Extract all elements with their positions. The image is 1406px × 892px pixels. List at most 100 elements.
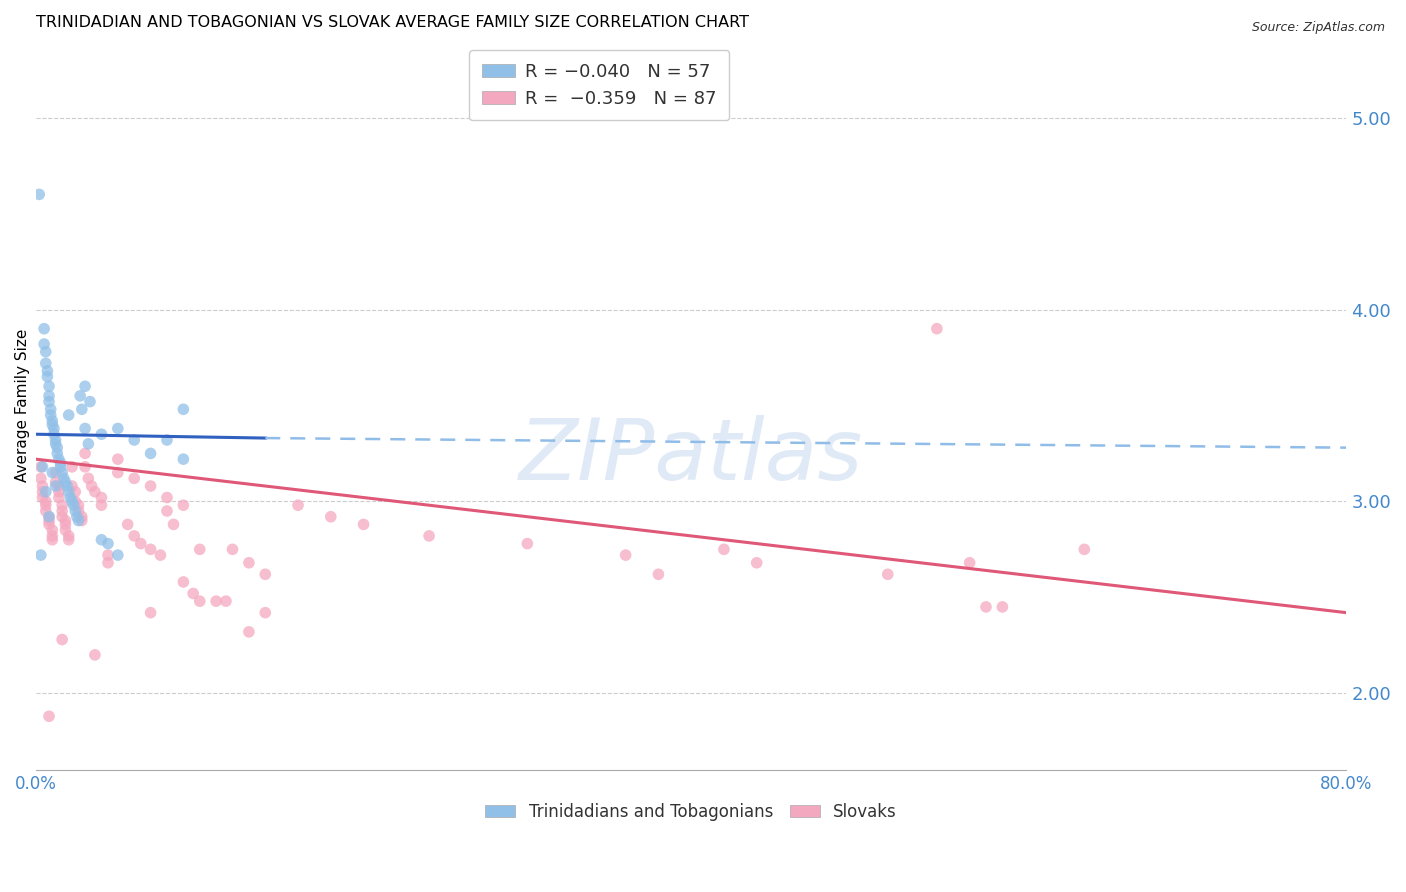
Point: [59, 491, 82, 505]
Point: [38, 509, 60, 524]
Point: [181, 586, 204, 600]
Point: [37, 364, 59, 378]
Point: [38, 394, 60, 409]
Point: [46, 446, 69, 460]
Point: [55, 514, 77, 528]
Point: [38, 709, 60, 723]
Point: [65, 504, 87, 518]
Point: [80, 479, 103, 493]
Point: [353, 517, 375, 532]
Point: [84, 484, 107, 499]
Point: [30, 459, 52, 474]
Point: [38, 379, 60, 393]
Point: [37, 369, 59, 384]
Point: [51, 632, 73, 647]
Point: [32, 321, 55, 335]
Point: [42, 421, 65, 435]
Point: [149, 548, 172, 562]
Text: ZIPatlas: ZIPatlas: [519, 415, 863, 498]
Legend: Trinidadians and Tobagonians, Slovaks: Trinidadians and Tobagonians, Slovaks: [479, 796, 904, 827]
Point: [156, 491, 179, 505]
Point: [90, 533, 112, 547]
Point: [77, 471, 100, 485]
Point: [215, 594, 238, 608]
Point: [41, 414, 63, 428]
Point: [51, 509, 73, 524]
Point: [172, 574, 194, 589]
Point: [38, 389, 60, 403]
Point: [62, 498, 84, 512]
Point: [97, 556, 120, 570]
Point: [48, 479, 70, 493]
Point: [287, 498, 309, 512]
Point: [45, 479, 67, 493]
Point: [139, 606, 162, 620]
Point: [129, 536, 152, 550]
Point: [55, 523, 77, 537]
Text: TRINIDADIAN AND TOBAGONIAN VS SLOVAK AVERAGE FAMILY SIZE CORRELATION CHART: TRINIDADIAN AND TOBAGONIAN VS SLOVAK AVE…: [37, 15, 749, 30]
Point: [107, 548, 129, 562]
Point: [60, 494, 83, 508]
Point: [254, 606, 277, 620]
Point: [75, 421, 97, 435]
Point: [65, 494, 87, 508]
Point: [713, 542, 735, 557]
Point: [30, 548, 52, 562]
Point: [67, 504, 90, 518]
Point: [974, 599, 997, 614]
Point: [38, 514, 60, 528]
Point: [67, 514, 90, 528]
Point: [31, 479, 53, 493]
Point: [48, 491, 70, 505]
Point: [122, 471, 145, 485]
Point: [58, 529, 80, 543]
Point: [122, 433, 145, 447]
Point: [51, 498, 73, 512]
Point: [90, 491, 112, 505]
Point: [205, 594, 228, 608]
Point: [35, 498, 58, 512]
Point: [48, 452, 70, 467]
Point: [35, 484, 58, 499]
Point: [67, 498, 90, 512]
Point: [70, 402, 93, 417]
Point: [45, 437, 67, 451]
Point: [75, 446, 97, 460]
Point: [221, 542, 243, 557]
Point: [70, 509, 93, 524]
Point: [32, 337, 55, 351]
Point: [745, 556, 768, 570]
Point: [79, 394, 101, 409]
Point: [41, 529, 63, 543]
Point: [614, 548, 637, 562]
Point: [45, 466, 67, 480]
Point: [238, 624, 260, 639]
Point: [254, 567, 277, 582]
Point: [418, 529, 440, 543]
Y-axis label: Average Family Size: Average Family Size: [15, 329, 31, 483]
Point: [45, 433, 67, 447]
Point: [90, 427, 112, 442]
Point: [647, 567, 669, 582]
Point: [1073, 542, 1095, 557]
Point: [122, 529, 145, 543]
Point: [319, 509, 342, 524]
Point: [46, 441, 69, 455]
Point: [139, 542, 162, 557]
Point: [41, 417, 63, 432]
Point: [38, 509, 60, 524]
Point: [41, 533, 63, 547]
Point: [876, 567, 898, 582]
Text: Source: ZipAtlas.com: Source: ZipAtlas.com: [1251, 21, 1385, 35]
Point: [139, 446, 162, 460]
Point: [66, 509, 89, 524]
Point: [35, 356, 58, 370]
Point: [41, 466, 63, 480]
Point: [238, 556, 260, 570]
Point: [41, 523, 63, 537]
Point: [172, 498, 194, 512]
Point: [39, 408, 62, 422]
Point: [49, 456, 72, 470]
Point: [52, 471, 75, 485]
Point: [28, 187, 51, 202]
